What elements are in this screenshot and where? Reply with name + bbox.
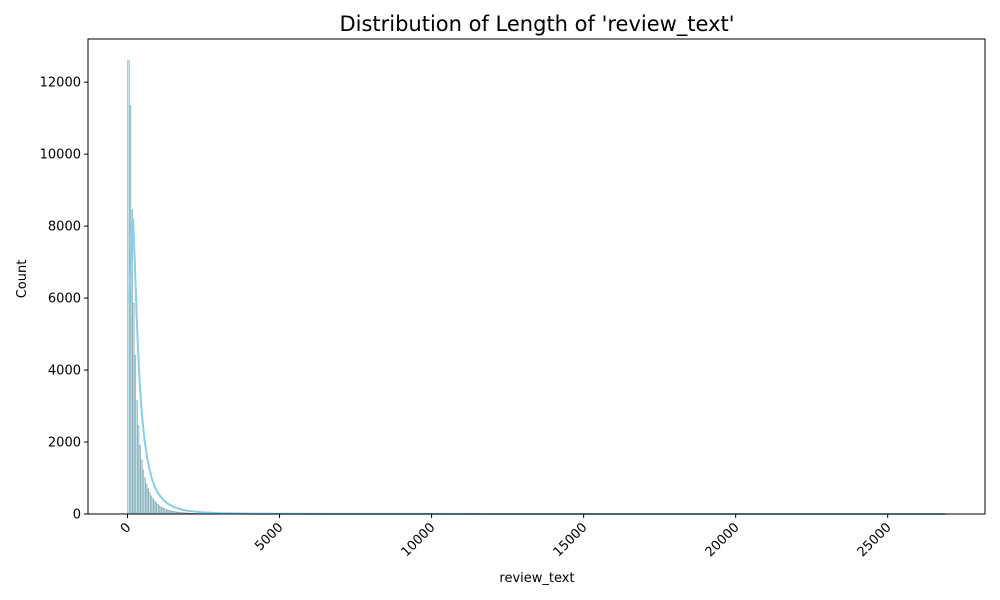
y-tick-label: 6000 (48, 292, 81, 307)
x-tick-label: 25000 (855, 520, 895, 560)
x-tick-label: 0 (118, 520, 134, 536)
chart-title: Distribution of Length of 'review_text' (339, 12, 734, 37)
y-tick-label: 2000 (48, 436, 81, 451)
y-tick-label: 8000 (48, 220, 81, 235)
x-tick-label: 15000 (551, 520, 591, 560)
histogram-bars (127, 60, 206, 515)
y-axis-ticks: 0 2000 4000 6000 8000 10000 12000 (40, 76, 88, 523)
x-axis-label: review_text (499, 571, 574, 586)
x-axis-ticks: 0 5000 10000 15000 20000 25000 (118, 514, 895, 560)
x-tick-label: 5000 (252, 520, 286, 554)
kde-curve-group (128, 218, 946, 515)
y-axis-label: Count (15, 260, 30, 299)
x-tick-label: 20000 (703, 520, 743, 560)
y-tick-label: 4000 (48, 364, 81, 379)
y-tick-label: 0 (73, 508, 81, 523)
plot-frame (87, 38, 986, 515)
kde-line (128, 218, 946, 515)
y-tick-label: 12000 (40, 76, 81, 91)
x-tick-label: 10000 (399, 520, 439, 560)
y-tick-label: 10000 (40, 148, 81, 163)
